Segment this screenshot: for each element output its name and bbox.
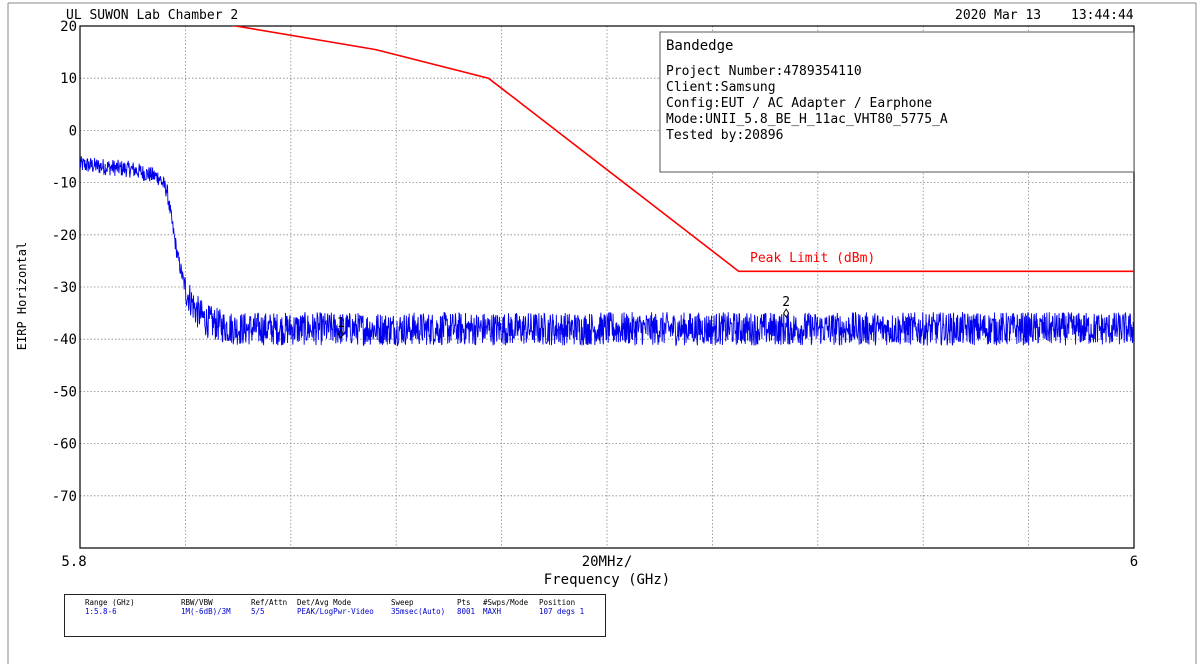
grid-layer bbox=[80, 26, 1134, 548]
y-tick-labels: 20 10 0 -10 -20 -30 -40 -50 -60 -70 bbox=[52, 19, 77, 505]
header-date: 2020 Mar 13 bbox=[955, 8, 1041, 23]
x-tick-left: 5.8 bbox=[61, 554, 86, 570]
measurement-info-table: Range (GHz) 1:5.8-6 RBW/VBW 1M(-6dB)/3M … bbox=[64, 594, 606, 637]
y-axis-label: EIRP Horizontal bbox=[15, 242, 29, 350]
info-header: Sweep bbox=[391, 598, 414, 607]
marker-label: 1 bbox=[337, 316, 345, 331]
marker-layer: 12 bbox=[337, 295, 790, 339]
y-tick-label: -70 bbox=[52, 489, 77, 505]
info-value: 5/5 bbox=[251, 607, 265, 616]
y-tick-label: -30 bbox=[52, 280, 77, 296]
x-tick-center: 20MHz/ bbox=[582, 554, 633, 570]
y-tick-label: -40 bbox=[52, 332, 77, 348]
limit-legend-label: Peak Limit (dBm) bbox=[750, 251, 875, 266]
info-column: Position 107 degs 1 bbox=[539, 598, 584, 616]
y-tick-label: -20 bbox=[52, 228, 77, 244]
info-column: Ref/Attn 5/5 bbox=[251, 598, 287, 616]
info-header: Position bbox=[539, 598, 576, 607]
plot-area bbox=[79, 25, 1135, 549]
info-column: Sweep 35msec(Auto) bbox=[391, 598, 445, 616]
header-time: 13:44:44 bbox=[1071, 8, 1134, 23]
x-tick-right: 6 bbox=[1130, 554, 1138, 570]
info-value: 8001 bbox=[457, 607, 476, 616]
lab-title: UL SUWON Lab Chamber 2 bbox=[66, 8, 238, 23]
info-column: Det/Avg Mode PEAK/LogPwr-Video bbox=[297, 598, 374, 616]
annotation-title: Bandedge bbox=[666, 38, 733, 54]
info-value: 1:5.8-6 bbox=[85, 607, 117, 616]
annotation-box-frame bbox=[659, 31, 1135, 173]
marker-symbol bbox=[783, 308, 790, 318]
info-header: Det/Avg Mode bbox=[297, 598, 352, 607]
info-value: MAXH bbox=[483, 607, 502, 616]
info-header: #Swps/Mode bbox=[483, 598, 529, 607]
info-column: Range (GHz) 1:5.8-6 bbox=[85, 598, 135, 616]
y-tick-label: 0 bbox=[69, 123, 77, 139]
info-column: #Swps/Mode MAXH bbox=[483, 598, 528, 616]
info-header: Pts bbox=[457, 598, 471, 607]
annotation-box: Bandedge Project Number:4789354110 Clien… bbox=[659, 31, 1135, 173]
y-tick-label: -50 bbox=[52, 384, 77, 400]
peak-limit-line bbox=[231, 26, 1134, 273]
marker-label: 2 bbox=[782, 295, 790, 310]
y-tick-label: -60 bbox=[52, 437, 77, 453]
y-tick-label: 20 bbox=[60, 19, 77, 35]
info-header: RBW/VBW bbox=[181, 598, 213, 607]
marker-symbol bbox=[337, 329, 344, 339]
info-column: Pts 8001 bbox=[457, 598, 475, 616]
info-header: Range (GHz) bbox=[85, 598, 135, 607]
info-value: 35msec(Auto) bbox=[391, 607, 446, 616]
annotation-line: Config:EUT / AC Adapter / Earphone bbox=[666, 96, 932, 111]
x-axis-label: Frequency (GHz) bbox=[544, 572, 670, 588]
series-layer bbox=[80, 26, 1134, 347]
info-column: RBW/VBW 1M(-6dB)/3M bbox=[181, 598, 231, 616]
info-value: 1M(-6dB)/3M bbox=[181, 607, 231, 616]
annotation-line: Mode:UNII_5.8_BE_H_11ac_VHT80_5775_A bbox=[666, 112, 948, 127]
annotation-line: Tested by:20896 bbox=[666, 128, 783, 143]
y-tick-label: -10 bbox=[52, 176, 77, 192]
y-tick-label: 10 bbox=[60, 71, 77, 87]
info-value: PEAK/LogPwr-Video bbox=[297, 607, 374, 616]
measurement-trace bbox=[80, 156, 1134, 347]
info-value: 107 degs 1 bbox=[539, 607, 585, 616]
info-header: Ref/Attn bbox=[251, 598, 288, 607]
annotation-line: Client:Samsung bbox=[666, 80, 776, 95]
annotation-line: Project Number:4789354110 bbox=[666, 64, 862, 79]
